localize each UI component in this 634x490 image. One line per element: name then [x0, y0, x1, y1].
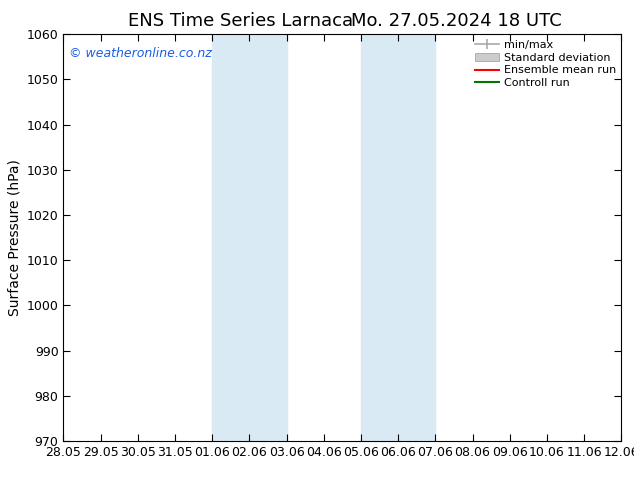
Bar [361, 34, 436, 441]
Text: © weatheronline.co.nz: © weatheronline.co.nz [69, 47, 212, 59]
Bar [212, 34, 287, 441]
Legend: min/max, Standard deviation, Ensemble mean run, Controll run: min/max, Standard deviation, Ensemble me… [472, 38, 618, 91]
Text: ENS Time Series Larnaca: ENS Time Series Larnaca [128, 12, 354, 30]
Text: Mo. 27.05.2024 18 UTC: Mo. 27.05.2024 18 UTC [351, 12, 562, 30]
Y-axis label: Surface Pressure (hPa): Surface Pressure (hPa) [7, 159, 21, 316]
